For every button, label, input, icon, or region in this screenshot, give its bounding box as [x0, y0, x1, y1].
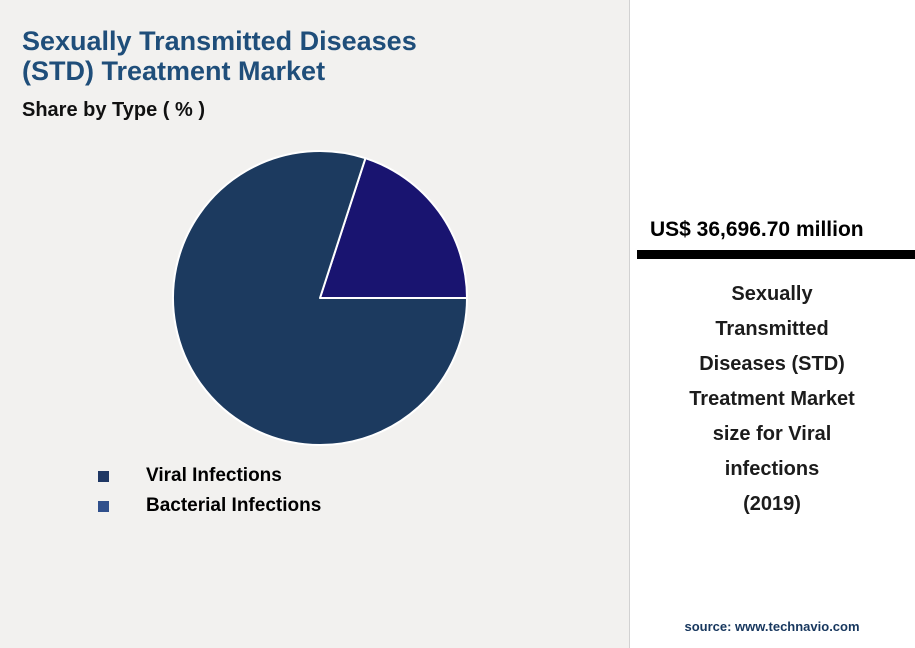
- legend-marker-bacterial-infections: [98, 500, 109, 512]
- chart-area: Sexually Transmitted Diseases (STD) Trea…: [22, 26, 470, 521]
- legend-item-viral-infections: Viral Infections: [98, 461, 321, 491]
- source-attribution: source: www.technavio.com: [684, 619, 860, 634]
- pie-slice-viral-infections: [172, 150, 468, 446]
- legend-label-viral-infections: Viral Infections: [146, 465, 282, 486]
- legend-item-bacterial-infections: Bacterial Infections: [98, 491, 321, 521]
- pie-slice-bacterial-infections: [319, 157, 468, 299]
- chart-subtitle: Share by Type ( % ): [22, 99, 206, 121]
- pie-chart-svg: [172, 150, 468, 446]
- page-title: Sexually Transmitted Diseases (STD) Trea…: [22, 26, 417, 86]
- legend-marker-viral-infections: [98, 470, 109, 482]
- legend-label-bacterial-infections: Bacterial Infections: [146, 495, 322, 516]
- pie-chart: [170, 148, 470, 448]
- stat-panel: [629, 0, 915, 648]
- stat-value: US$ 36,696.70 million: [650, 218, 864, 241]
- stat-divider-bar: [637, 250, 915, 259]
- stat-description: Sexually Transmitted Diseases (STD) Trea…: [689, 283, 855, 515]
- chart-legend: Viral Infections Bacterial Infections: [98, 461, 321, 521]
